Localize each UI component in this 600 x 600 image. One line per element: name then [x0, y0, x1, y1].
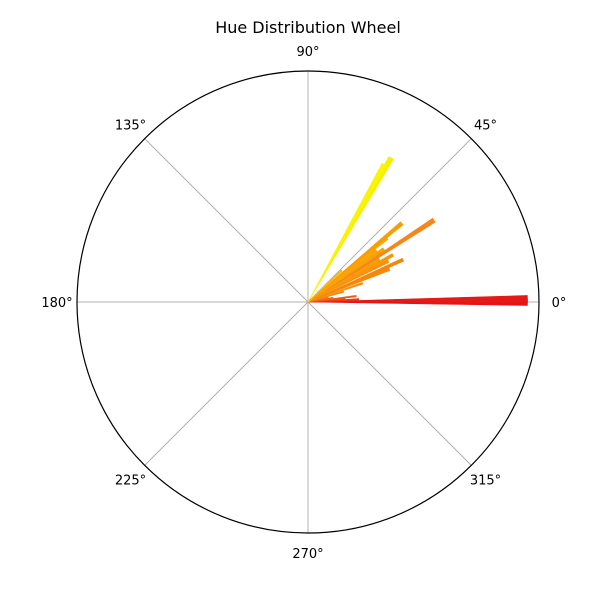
grid-group: [77, 71, 539, 533]
grid-spoke: [144, 301, 309, 466]
angle-tick-label: 180°: [41, 296, 72, 311]
hue-bar: [307, 257, 405, 303]
grid-spoke: [307, 301, 472, 466]
hue-bar: [307, 295, 528, 303]
angle-tick-label: 45°: [474, 119, 497, 134]
hue-bar: [307, 221, 404, 303]
angle-tick-label: 135°: [115, 119, 146, 134]
hue-bar: [307, 217, 436, 303]
bars-group: [307, 156, 528, 306]
hue-bar: [307, 156, 394, 303]
hue-bar: [307, 269, 343, 303]
grid-spoke: [307, 138, 472, 303]
hue-bar: [307, 247, 385, 303]
angle-tick-label: 225°: [115, 474, 146, 489]
hue-bar: [307, 281, 364, 303]
angle-tick-label: 90°: [296, 45, 319, 60]
angle-tick-label: 270°: [292, 547, 323, 562]
angle-tick-label: 315°: [470, 474, 501, 489]
angle-tick-label: 0°: [552, 296, 567, 311]
grid-spoke: [144, 138, 309, 303]
polar-frame: [76, 70, 540, 534]
hue-bar: [307, 163, 387, 303]
tick-labels-group: 0° 45° 90° 135° 180° 225° 270° 315°: [41, 45, 566, 562]
chart-title: Hue Distribution Wheel: [215, 18, 401, 37]
